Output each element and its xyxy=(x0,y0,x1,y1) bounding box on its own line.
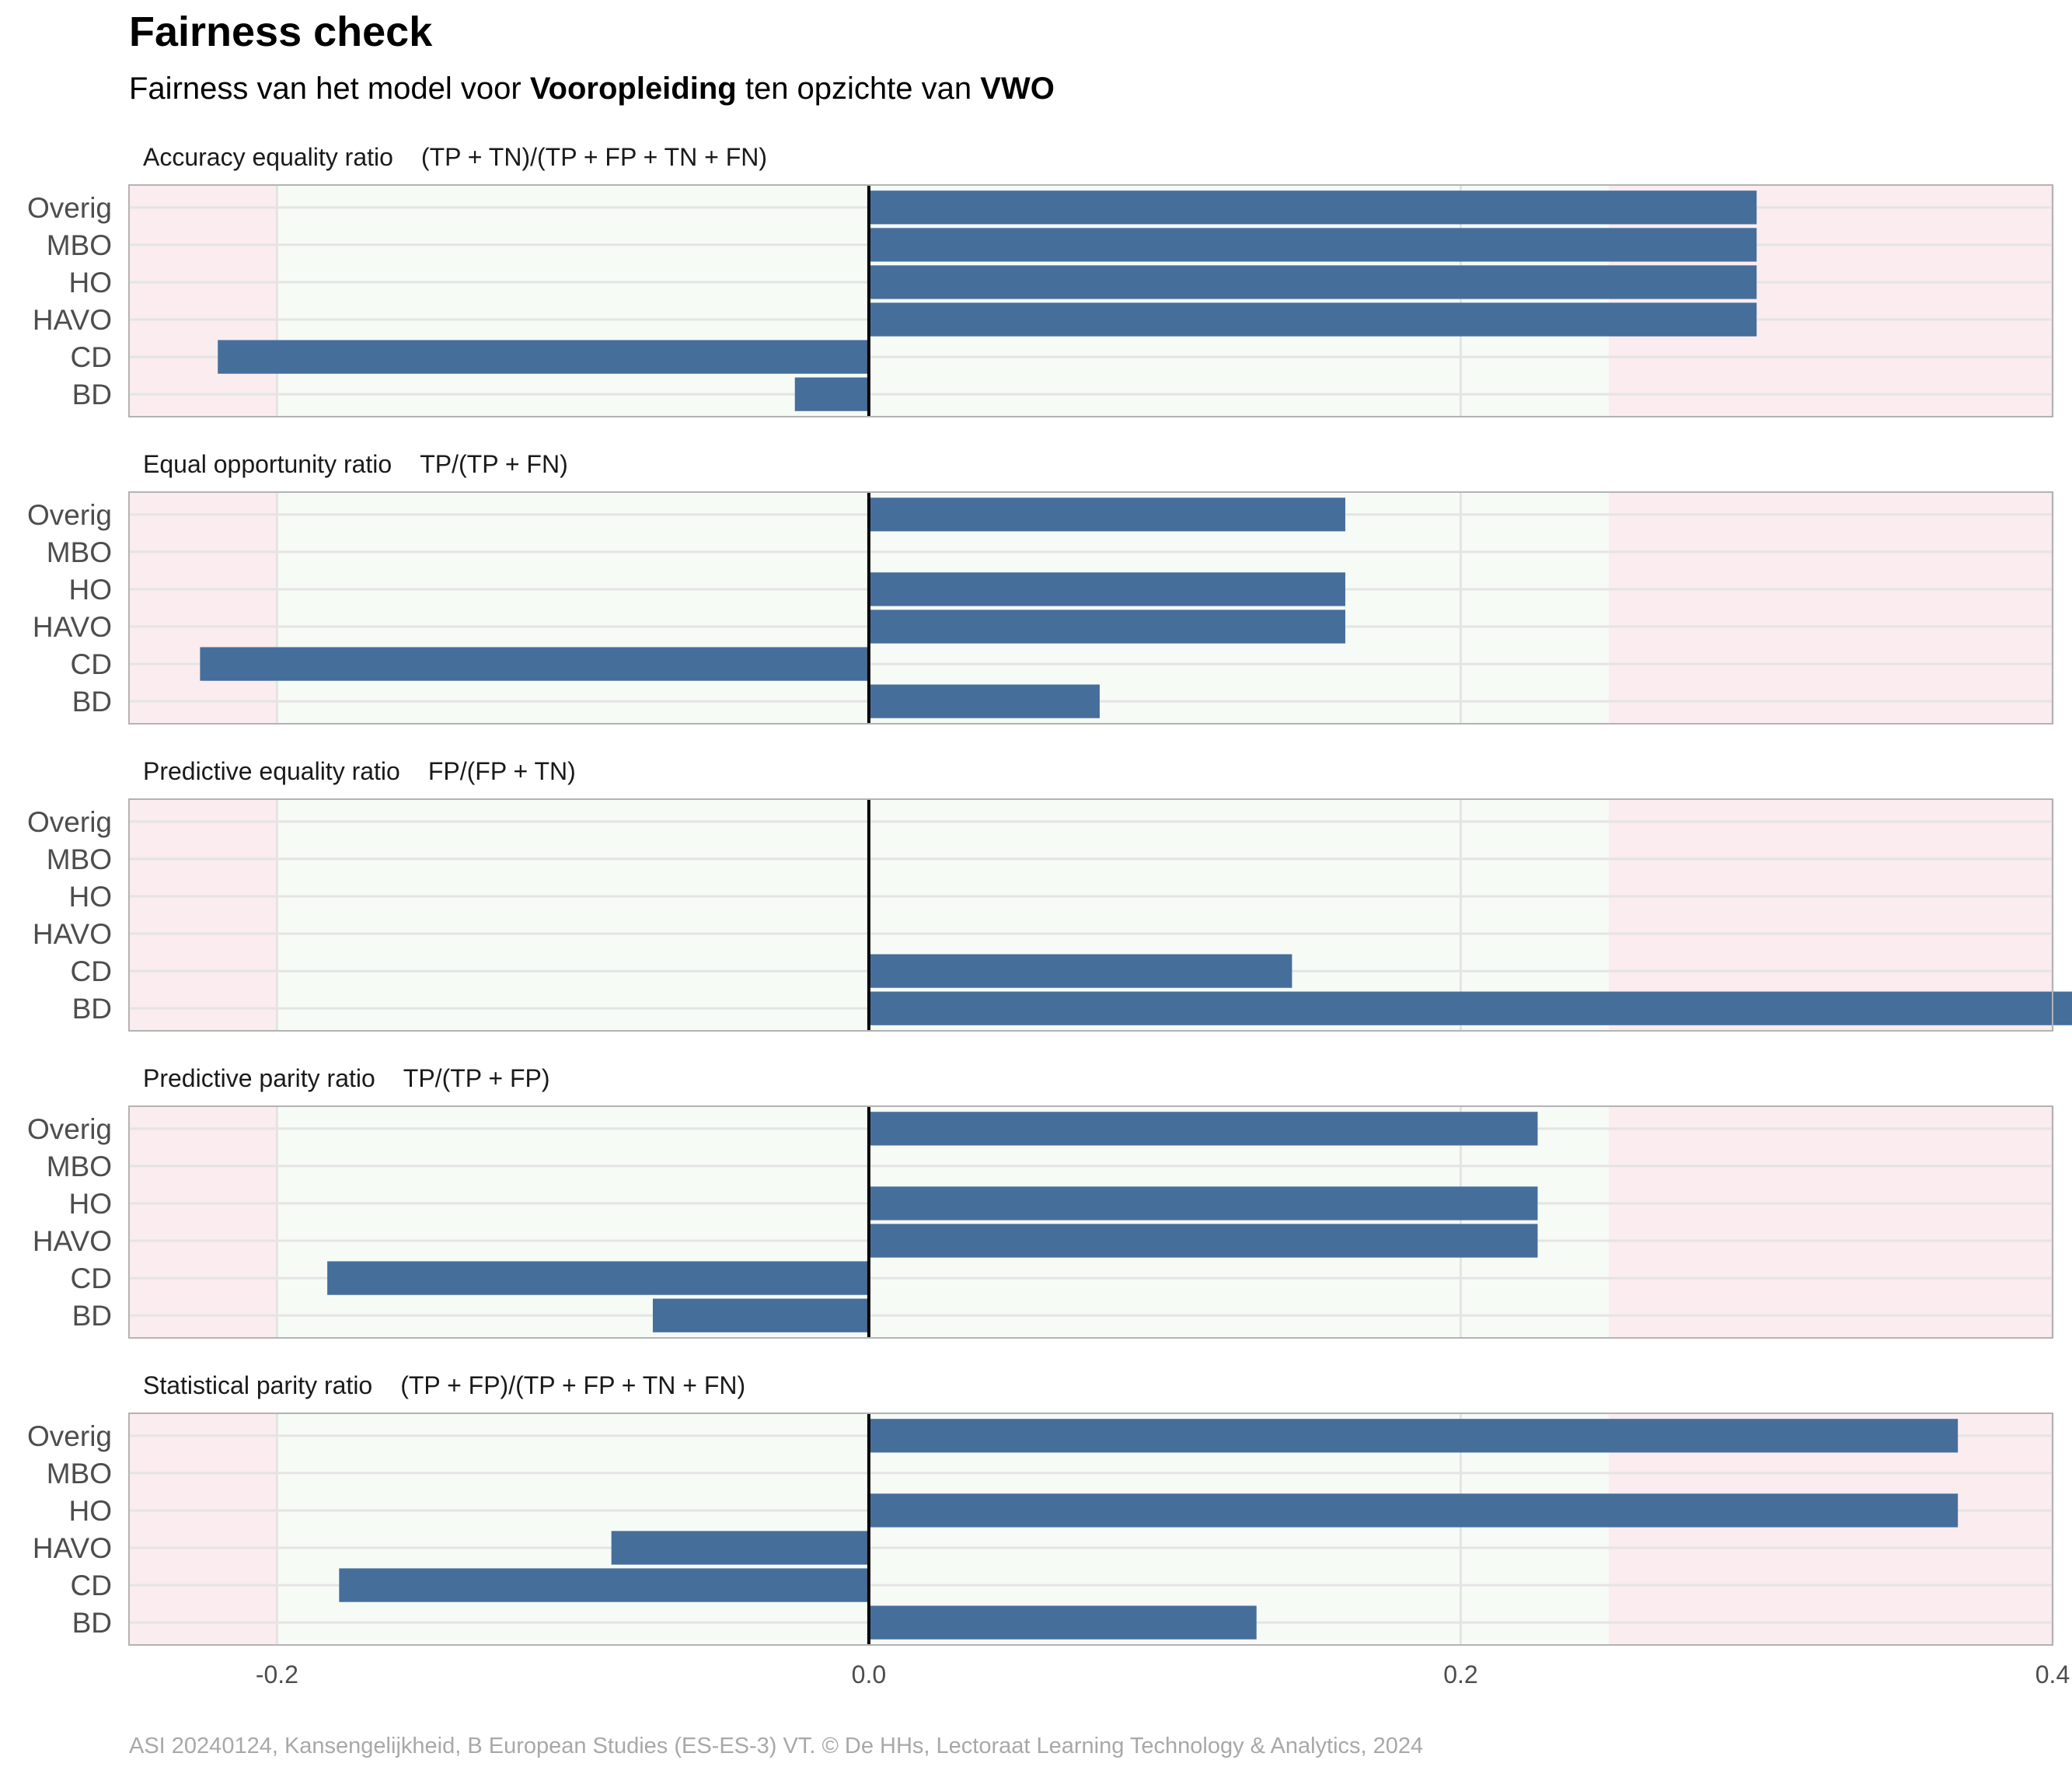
panel-5-metric-label: Statistical parity ratio xyxy=(143,1371,372,1399)
panel-5-border xyxy=(128,1413,2053,1646)
subtitle-prefix: Fairness van het model voor xyxy=(129,72,530,106)
panel-2-ytick-cd: CD xyxy=(71,648,112,680)
panel-2-bar-havo xyxy=(868,609,1345,644)
panel-2-metric-label: Equal opportunity ratio xyxy=(143,450,392,478)
panel-3-ytick-bd: BD xyxy=(72,993,112,1025)
panel-3-border xyxy=(128,798,2053,1032)
panel-2-ytick-ho: HO xyxy=(69,574,113,606)
x-tick-label-3: 0.4 xyxy=(2035,1661,2070,1688)
panel-4-facet-title: Predictive parity ratio TP/(TP + FP) xyxy=(143,1064,550,1092)
panel-4-bar-cd xyxy=(327,1261,869,1295)
panel-4-border xyxy=(128,1105,2053,1339)
panel-1-metric-label: Accuracy equality ratio xyxy=(143,143,393,171)
panel-3-metric-label: Predictive equality ratio xyxy=(143,757,400,785)
panel-2-bar-bd xyxy=(868,684,1100,718)
panel-2-border xyxy=(128,491,2053,725)
panel-2-unfair-zone-right xyxy=(1608,492,2053,724)
panel-3-ytick-ho: HO xyxy=(69,881,113,913)
panel-5-bar-havo xyxy=(611,1531,869,1565)
panel-4-ytick-cd: CD xyxy=(71,1262,112,1294)
panel-1-bar-overig xyxy=(868,190,1757,225)
x-tick-label-2: 0.2 xyxy=(1443,1661,1477,1688)
chart-subtitle: Fairness van het model voor Vooropleidin… xyxy=(129,72,1055,107)
panel-2-unfair-zone-left xyxy=(129,492,277,724)
panel-4-bar-overig xyxy=(868,1112,1538,1146)
panel-2-facet-title: Equal opportunity ratio TP/(TP + FN) xyxy=(143,450,568,478)
panel-2-bar-ho xyxy=(868,572,1345,606)
panel-3-facet-title: Predictive equality ratio FP/(FP + TN) xyxy=(143,757,576,785)
panel-4-bar-ho xyxy=(868,1186,1538,1221)
panel-1-unfair-zone-left xyxy=(129,185,277,417)
panel-3-metric-formula: FP/(FP + TN) xyxy=(428,757,576,785)
panel-1-ytick-havo: HAVO xyxy=(33,304,112,336)
panel-4-ytick-mbo: MBO xyxy=(47,1151,112,1182)
panel-5-ytick-bd: BD xyxy=(72,1607,112,1639)
panel-1-ytick-mbo: MBO xyxy=(47,229,112,261)
panel-2-bar-cd xyxy=(200,647,869,681)
panel-1-ytick-overig: Overig xyxy=(27,192,112,224)
panel-1-facet-title: Accuracy equality ratio (TP + TN)/(TP + F… xyxy=(143,143,767,171)
panel-4-ytick-havo: HAVO xyxy=(33,1225,112,1257)
panel-4-ytick-ho: HO xyxy=(69,1188,113,1220)
chart-caption: ASI 20240124, Kansengelijkheid, B Europe… xyxy=(129,1734,1424,1758)
panel-4-ytick-bd: BD xyxy=(72,1300,112,1332)
x-tick-label-0: -0.2 xyxy=(256,1661,298,1688)
panel-5-metric-formula: (TP + FP)/(TP + FP + TN + FN) xyxy=(400,1371,745,1399)
subtitle-reference: VWO xyxy=(980,72,1055,106)
panel-4-unfair-zone-left xyxy=(129,1106,277,1338)
panel-5-bar-bd xyxy=(868,1605,1257,1640)
chart-title: Fairness check xyxy=(129,9,433,55)
panel-1-ytick-bd: BD xyxy=(72,379,112,410)
panel-4-unfair-zone-right xyxy=(1608,1106,2053,1338)
panel-2-bar-overig xyxy=(868,498,1345,532)
subtitle-variable: Vooropleiding xyxy=(529,72,737,106)
panel-1-metric-formula: (TP + TN)/(TP + FP + TN + FN) xyxy=(421,143,767,171)
subtitle-middle: ten opzichte van xyxy=(736,72,981,106)
panel-2-ytick-bd: BD xyxy=(72,686,112,718)
x-tick-label-1: 0.0 xyxy=(852,1661,886,1688)
panel-2-ytick-overig: Overig xyxy=(27,499,112,531)
panel-3-ytick-havo: HAVO xyxy=(33,918,112,950)
panel-1-border xyxy=(128,184,2053,417)
panel-2-ytick-havo: HAVO xyxy=(33,611,112,643)
panel-1-ytick-ho: HO xyxy=(69,267,113,299)
panel-4-ytick-overig: Overig xyxy=(27,1113,112,1145)
panel-3-ytick-mbo: MBO xyxy=(47,843,112,875)
panel-1-bar-ho xyxy=(868,265,1757,299)
panel-5-bar-ho xyxy=(868,1493,1959,1528)
panel-1-bar-mbo xyxy=(868,228,1757,262)
panel-3-ytick-overig: Overig xyxy=(27,806,112,838)
panel-5-ytick-mbo: MBO xyxy=(47,1458,112,1489)
panel-4-metric-label: Predictive parity ratio xyxy=(143,1064,375,1092)
panel-5-ytick-havo: HAVO xyxy=(33,1532,112,1564)
panel-3-bar-bd xyxy=(868,991,2072,1025)
panel-4-bar-bd xyxy=(652,1298,869,1332)
panel-1-bar-bd xyxy=(794,377,869,411)
panel-4-metric-formula: TP/(TP + FP) xyxy=(403,1064,550,1092)
panel-4-bar-havo xyxy=(868,1224,1538,1258)
panel-5-ytick-cd: CD xyxy=(71,1570,112,1601)
panel-5-unfair-zone-left xyxy=(129,1413,277,1645)
panel-5-ytick-overig: Overig xyxy=(27,1420,112,1452)
panel-2-ytick-mbo: MBO xyxy=(47,536,112,568)
panel-3-unfair-zone-left xyxy=(129,799,277,1031)
panel-1-ytick-cd: CD xyxy=(71,341,112,373)
panel-5-facet-title: Statistical parity ratio (TP + FP)/(TP + … xyxy=(143,1371,745,1399)
panel-1-bar-cd xyxy=(218,340,869,374)
panel-3-bar-cd xyxy=(868,954,1292,988)
panel-5-bar-overig xyxy=(868,1419,1959,1453)
panel-5-bar-cd xyxy=(339,1568,869,1602)
panel-1-bar-havo xyxy=(868,302,1757,337)
panel-5-ytick-ho: HO xyxy=(69,1495,113,1527)
panel-2-metric-formula: TP/(TP + FN) xyxy=(420,450,568,478)
panel-3-ytick-cd: CD xyxy=(71,955,112,987)
